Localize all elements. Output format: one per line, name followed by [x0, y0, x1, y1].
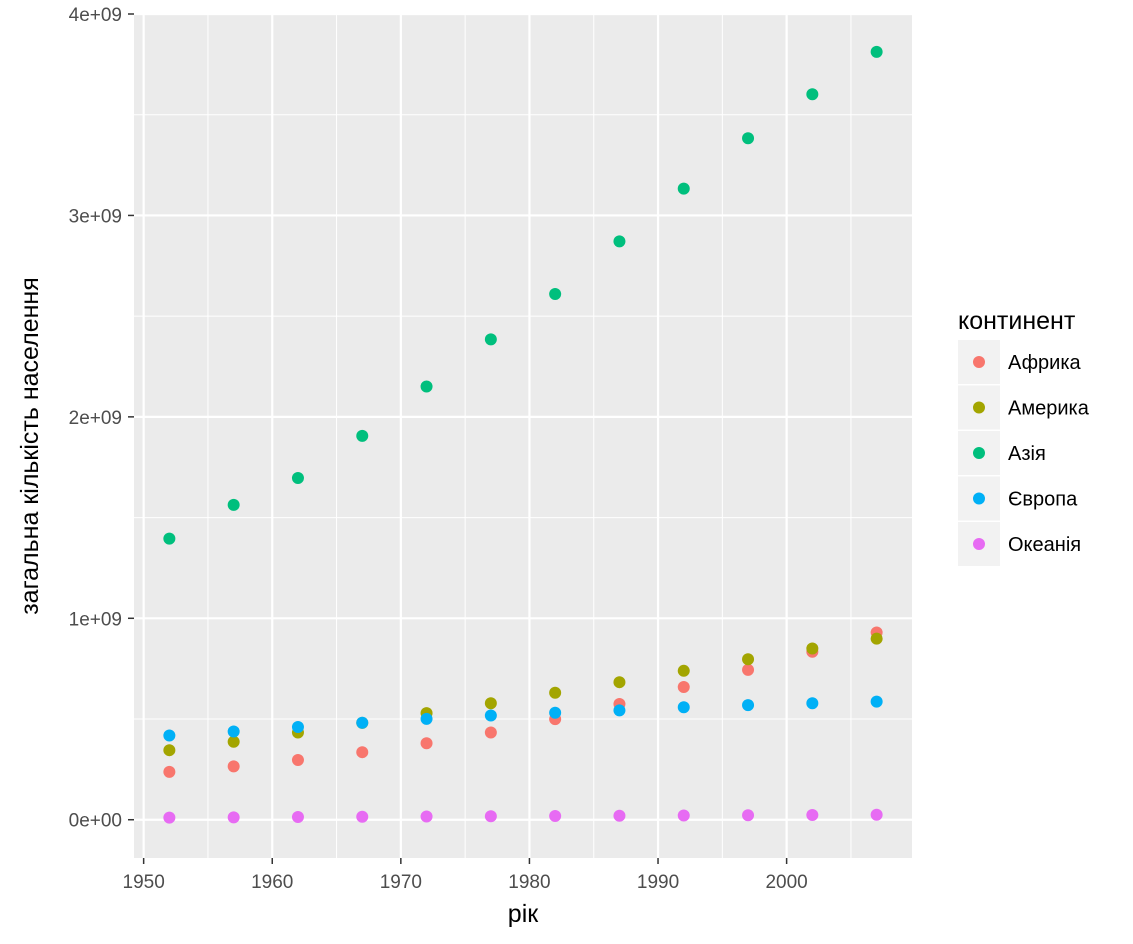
data-point [163, 729, 176, 742]
data-point [677, 701, 690, 714]
series-points [163, 808, 883, 824]
data-point [291, 811, 304, 824]
x-tick-label: 1970 [380, 872, 422, 893]
x-tick-label: 1980 [508, 872, 550, 893]
legend-label: Європа [1008, 489, 1078, 511]
data-point [613, 704, 626, 717]
y-tick-label: 4e+09 [69, 5, 122, 26]
data-point [870, 808, 883, 821]
data-point [806, 808, 819, 821]
data-point [356, 746, 369, 759]
data-point [291, 754, 304, 767]
data-point [549, 287, 562, 300]
data-point [227, 735, 240, 748]
legend-swatch [973, 447, 985, 459]
data-point [870, 695, 883, 708]
x-axis-title: рік [508, 900, 539, 928]
x-tick-label: 1960 [251, 872, 293, 893]
data-point [870, 632, 883, 645]
data-point [227, 498, 240, 511]
data-point [870, 45, 883, 58]
legend-items: Африка Америка Азія Європа Океанія [958, 340, 1090, 566]
data-point [484, 333, 497, 346]
x-tick-label: 1950 [123, 872, 165, 893]
data-point [742, 653, 755, 666]
data-point [742, 699, 755, 712]
legend-title: континент [958, 307, 1076, 335]
x-tick-label: 2000 [765, 872, 807, 893]
series-points [163, 45, 883, 545]
data-point [356, 716, 369, 729]
data-point [227, 760, 240, 773]
data-point [291, 472, 304, 485]
legend-swatch [973, 492, 985, 505]
data-point [227, 811, 240, 824]
data-point [484, 726, 497, 739]
legend-label: Африка [1008, 352, 1082, 374]
data-point [420, 712, 433, 725]
plot-panel [134, 14, 912, 858]
data-point [806, 88, 819, 101]
data-point [742, 663, 755, 676]
data-point [613, 235, 626, 248]
data-point [677, 680, 690, 693]
legend-item: Європа [958, 476, 1078, 521]
data-point [613, 809, 626, 822]
legend-item: Азія [958, 431, 1046, 475]
data-point [549, 706, 562, 719]
data-point [163, 532, 176, 545]
legend: континент Африка Америка Азія Європа Океанія [958, 307, 1090, 566]
data-point [356, 429, 369, 442]
data-point [291, 720, 304, 733]
data-point [613, 676, 626, 689]
series-points [163, 695, 883, 742]
legend-swatch [973, 538, 985, 550]
data-point [677, 809, 690, 822]
legend-item: Африка [958, 340, 1082, 384]
legend-label: Азія [1008, 443, 1046, 465]
y-axis-title: загальна кількість населення [16, 277, 44, 615]
legend-item: Америка [958, 385, 1090, 430]
data-point [420, 380, 433, 393]
data-points [163, 45, 883, 824]
minor-gridlines [134, 14, 912, 858]
data-point [677, 664, 690, 677]
data-point [806, 642, 819, 655]
data-point [163, 765, 176, 778]
data-point [806, 697, 819, 710]
major-gridlines [134, 12, 912, 858]
legend-swatch [973, 356, 985, 368]
data-point [742, 809, 755, 822]
data-point [227, 725, 240, 738]
data-point [549, 686, 562, 699]
data-point [484, 709, 497, 722]
y-tick-label: 3e+09 [69, 206, 122, 227]
y-tick-label: 2e+09 [69, 408, 122, 429]
data-point [677, 182, 690, 195]
x-tick-label: 1990 [637, 872, 679, 893]
data-point [420, 810, 433, 823]
data-point [484, 697, 497, 710]
data-point [356, 810, 369, 823]
data-point [163, 744, 176, 757]
legend-label: Америка [1008, 398, 1090, 420]
y-tick-label: 0e+00 [69, 811, 122, 832]
legend-swatch [973, 401, 985, 414]
data-point [549, 810, 562, 823]
data-point [484, 810, 497, 823]
axes: 1950 1960 1970 1980 1990 2000 0e+00 1e+09 2e+09 3… [69, 5, 808, 893]
legend-label: Океанія [1008, 534, 1081, 556]
y-tick-label: 1e+09 [69, 609, 122, 630]
legend-item: Океанія [958, 522, 1081, 566]
data-point [163, 811, 176, 824]
data-point [742, 132, 755, 145]
data-point [420, 737, 433, 750]
